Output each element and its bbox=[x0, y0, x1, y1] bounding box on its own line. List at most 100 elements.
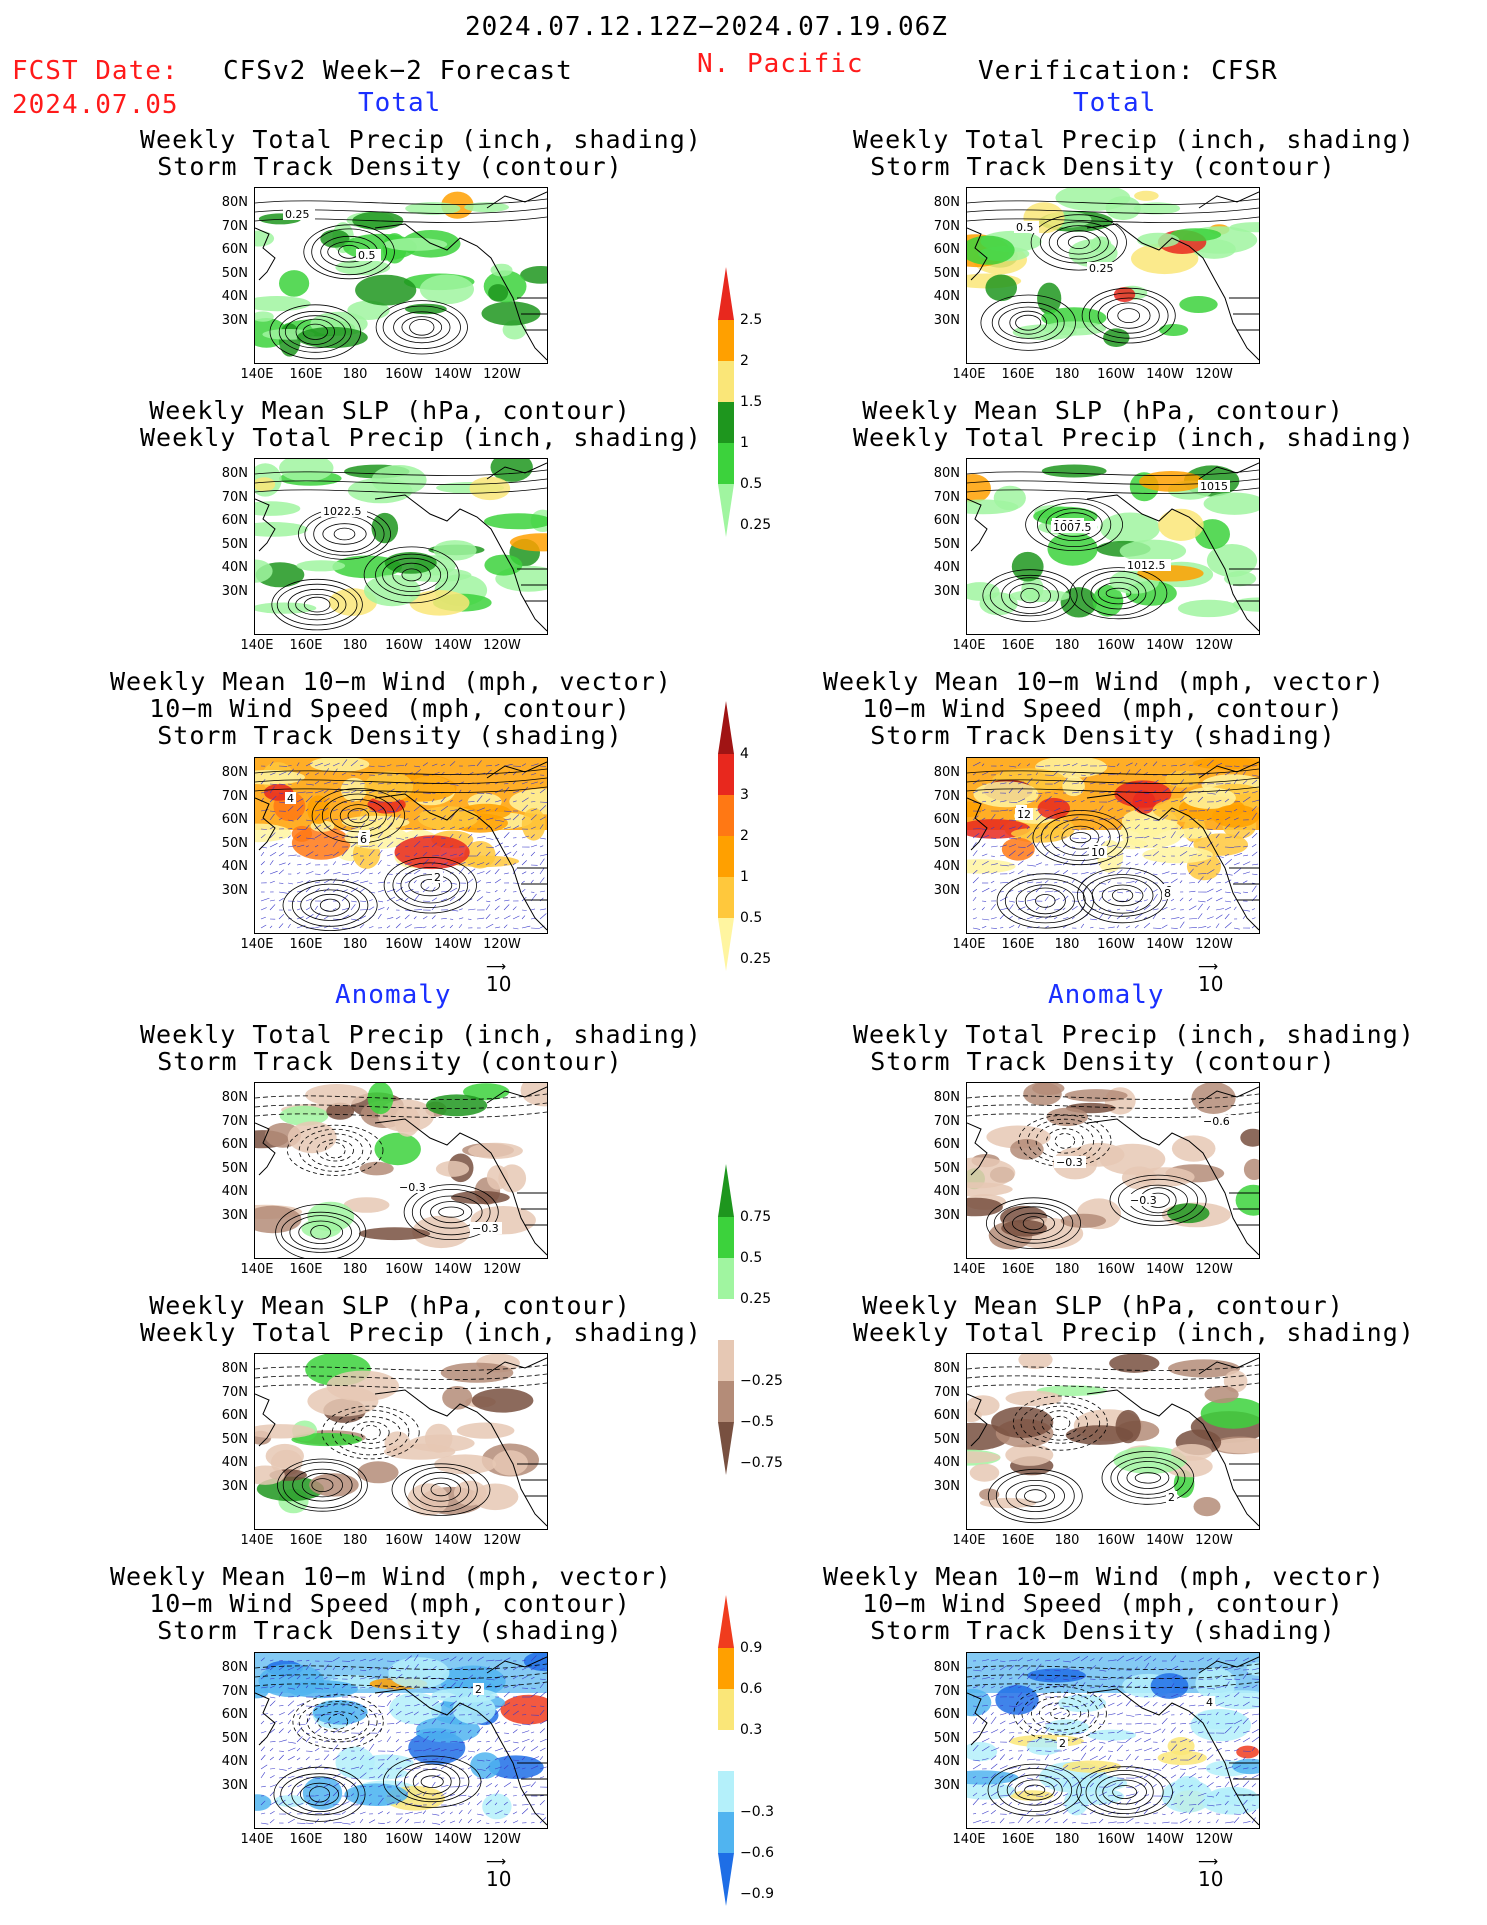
shading-blob bbox=[419, 274, 474, 305]
wind-vector bbox=[341, 759, 348, 767]
contour-line bbox=[363, 546, 460, 604]
title-R2: Weekly Mean SLP (hPa, contour) Weekly To… bbox=[853, 397, 1414, 451]
title-line: Weekly Mean 10−m Wind (mph, vector) bbox=[823, 1562, 1385, 1591]
wind-vector bbox=[341, 826, 347, 830]
wind-vector bbox=[413, 815, 420, 821]
shading-blob bbox=[1236, 1745, 1259, 1759]
wind-vector bbox=[530, 1822, 535, 1824]
wind-vector bbox=[314, 1695, 321, 1698]
contour-line bbox=[351, 1421, 390, 1444]
wind-vector bbox=[521, 925, 531, 929]
wind-vector bbox=[1197, 1713, 1206, 1716]
wind-vector bbox=[395, 923, 401, 929]
contour-line bbox=[1081, 570, 1156, 616]
shading-layer bbox=[255, 1354, 539, 1516]
wind-vector bbox=[521, 1675, 528, 1680]
wind-vector bbox=[539, 1738, 547, 1743]
shading-blob bbox=[967, 859, 1016, 874]
wind-vector bbox=[368, 827, 374, 830]
contour-line bbox=[1040, 814, 1120, 861]
wind-vector bbox=[386, 864, 391, 866]
wind-vector bbox=[1116, 1712, 1124, 1716]
shading-blob bbox=[1064, 1089, 1128, 1102]
contour-line bbox=[967, 216, 1259, 223]
wind-vector bbox=[431, 855, 440, 857]
wind-vector bbox=[386, 1660, 395, 1662]
wind-vector bbox=[278, 913, 285, 920]
shading-blob bbox=[967, 1157, 1016, 1189]
wind-vector bbox=[1233, 778, 1238, 785]
wind-vector bbox=[1017, 1740, 1023, 1743]
wind-vector bbox=[1143, 870, 1147, 875]
wind-vector bbox=[440, 1785, 449, 1788]
vector-ref-value: 10 bbox=[486, 1867, 512, 1891]
wind-vector bbox=[278, 1674, 287, 1680]
wind-vector bbox=[1215, 1819, 1219, 1824]
contour-line bbox=[1117, 1461, 1179, 1495]
wind-vector bbox=[476, 836, 486, 839]
wind-vector bbox=[476, 1726, 484, 1734]
wind-vector bbox=[512, 1775, 517, 1779]
wind-vector bbox=[404, 1768, 414, 1771]
wind-vector bbox=[999, 809, 1009, 812]
wind-vector bbox=[990, 880, 995, 884]
wind-vector bbox=[990, 1810, 996, 1815]
wind-vector bbox=[386, 853, 393, 857]
contour-label: 4 bbox=[1206, 1696, 1213, 1709]
wind-vector bbox=[1116, 1741, 1126, 1743]
wind-vector bbox=[269, 1659, 274, 1662]
shading-blob bbox=[326, 1102, 355, 1120]
wind-vector bbox=[494, 850, 501, 857]
wind-vector bbox=[990, 1712, 994, 1716]
wind-vector bbox=[1008, 1732, 1015, 1734]
wind-vector bbox=[1233, 1738, 1241, 1743]
wind-vector bbox=[485, 900, 491, 903]
wind-vector bbox=[1089, 1766, 1096, 1770]
wind-vector bbox=[269, 1728, 276, 1734]
shading-blob bbox=[255, 477, 276, 492]
wind-vector bbox=[972, 790, 978, 794]
wind-vector bbox=[1197, 926, 1207, 929]
coastline-arctic bbox=[1198, 761, 1259, 779]
wind-vector bbox=[1035, 1658, 1040, 1662]
wind-vector bbox=[1143, 845, 1148, 848]
wind-vector bbox=[278, 1768, 287, 1771]
wind-vector bbox=[1179, 851, 1188, 857]
contour-line bbox=[1046, 1128, 1084, 1154]
wind-vector bbox=[305, 792, 313, 794]
wind-vector bbox=[350, 800, 355, 803]
contour-line bbox=[255, 1681, 547, 1688]
contour-line bbox=[1109, 1174, 1207, 1226]
wind-vector bbox=[386, 917, 394, 920]
contour-line bbox=[1105, 587, 1132, 599]
lat-label: 40N bbox=[933, 289, 960, 304]
shading-blob bbox=[1037, 797, 1070, 819]
contour-line bbox=[1002, 1206, 1065, 1240]
wind-vector bbox=[1071, 891, 1081, 893]
wind-vector bbox=[1224, 1821, 1234, 1824]
wind-vector bbox=[999, 864, 1009, 867]
wind-vector bbox=[539, 897, 544, 902]
shading-layer bbox=[967, 758, 1259, 881]
wind-vector bbox=[449, 1740, 458, 1743]
colorbar-cap bbox=[718, 267, 734, 320]
wind-vector bbox=[296, 924, 306, 929]
wind-vectors bbox=[260, 759, 547, 930]
wind-vector bbox=[1026, 763, 1031, 767]
wind-vector bbox=[269, 783, 277, 785]
colorbar-segment bbox=[718, 320, 734, 361]
wind-vector bbox=[1242, 827, 1247, 830]
wind-vector bbox=[1152, 1783, 1157, 1788]
contour-line bbox=[412, 1768, 452, 1795]
wind-vector bbox=[404, 897, 409, 902]
wind-vector bbox=[1179, 844, 1188, 848]
shading-blob bbox=[967, 1197, 1003, 1217]
wind-vector bbox=[981, 1738, 990, 1743]
wind-vector bbox=[1107, 783, 1115, 786]
wind-vector bbox=[1224, 879, 1232, 884]
wind-vector bbox=[503, 1668, 508, 1671]
wind-vector bbox=[1188, 853, 1197, 857]
wind-vector bbox=[1098, 1702, 1104, 1707]
lat-label: 50N bbox=[221, 835, 248, 851]
lon-label: 120W bbox=[483, 1832, 521, 1847]
